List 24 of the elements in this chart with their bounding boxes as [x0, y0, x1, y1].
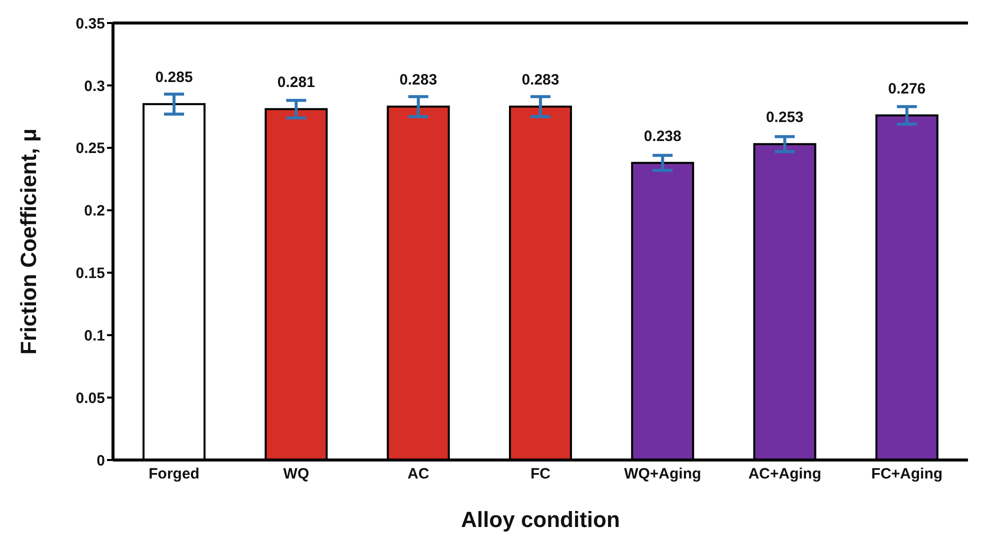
y-tick-label: 0.15 [76, 265, 105, 282]
y-tick-label: 0 [96, 452, 105, 470]
y-axis-title: Friction Coefficient, μ [16, 128, 41, 355]
x-tick-label: FC [530, 466, 551, 483]
data-label: 0.238 [644, 128, 682, 145]
data-label: 0.276 [888, 80, 926, 98]
x-tick-label: FC+Aging [871, 466, 943, 483]
y-tick-label: 0.25 [76, 140, 105, 158]
data-label: 0.283 [400, 72, 438, 89]
data-label: 0.285 [155, 69, 193, 86]
x-tick-label: AC+Aging [748, 466, 822, 483]
x-tick-label: Forged [148, 466, 200, 483]
y-tick-label: 0.2 [84, 202, 105, 220]
y-tick-label: 0.1 [84, 327, 105, 344]
x-tick-label: WQ [283, 466, 310, 483]
y-tick-label: 0.05 [76, 390, 105, 407]
data-label: 0.283 [522, 72, 560, 89]
data-label: 0.253 [766, 109, 804, 126]
x-axis-title: Alloy condition [461, 507, 620, 532]
data-label: 0.281 [277, 74, 315, 92]
y-tick-label: 0.35 [76, 15, 105, 32]
x-tick-label: WQ+Aging [624, 466, 702, 483]
y-tick-label: 0.3 [84, 78, 105, 95]
x-tick-label: AC [408, 466, 430, 483]
